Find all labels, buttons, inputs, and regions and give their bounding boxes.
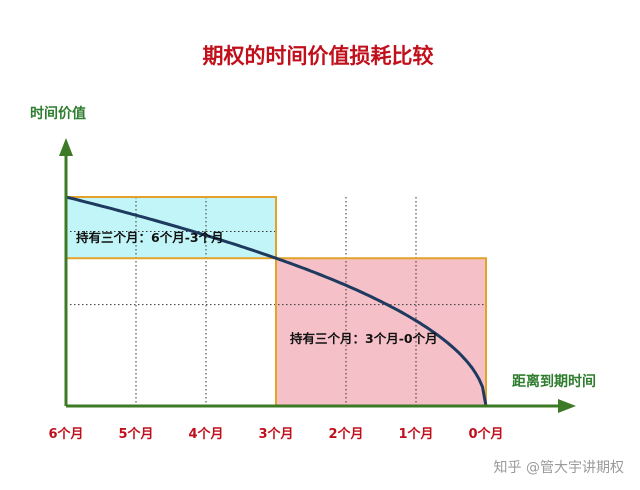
region-3m-to-0m — [276, 258, 486, 406]
x-tick-label: 4个月 — [188, 426, 223, 442]
x-tick-label: 2个月 — [328, 426, 363, 442]
time-value-decay-curve — [65, 195, 488, 407]
region-6m-to-3m-label: 持有三个月：6个月-3个月 — [76, 230, 224, 245]
region-3m-to-0m-label: 持有三个月：3个月-0个月 — [290, 331, 438, 346]
x-tick-label: 6个月 — [48, 426, 83, 442]
diagram-title: 期权的时间价值损耗比较 — [203, 44, 434, 68]
dotted-grid — [66, 197, 486, 406]
axes — [59, 138, 576, 413]
x-axis-label: 距离到期时间 — [512, 373, 596, 390]
y-axis-label: 时间价值 — [30, 105, 86, 122]
x-tick-label: 0个月 — [468, 426, 503, 442]
x-axis-arrow-icon — [558, 399, 576, 413]
x-tick-labels: 6个月 5个月 4个月 3个月 2个月 1个月 0个月 — [48, 426, 503, 442]
x-tick-label: 3个月 — [258, 426, 293, 442]
watermark: 知乎 @管大宇讲期权 — [494, 459, 624, 476]
y-axis-arrow-icon — [59, 138, 73, 156]
x-tick-label: 1个月 — [398, 426, 433, 442]
x-tick-label: 5个月 — [118, 426, 153, 442]
